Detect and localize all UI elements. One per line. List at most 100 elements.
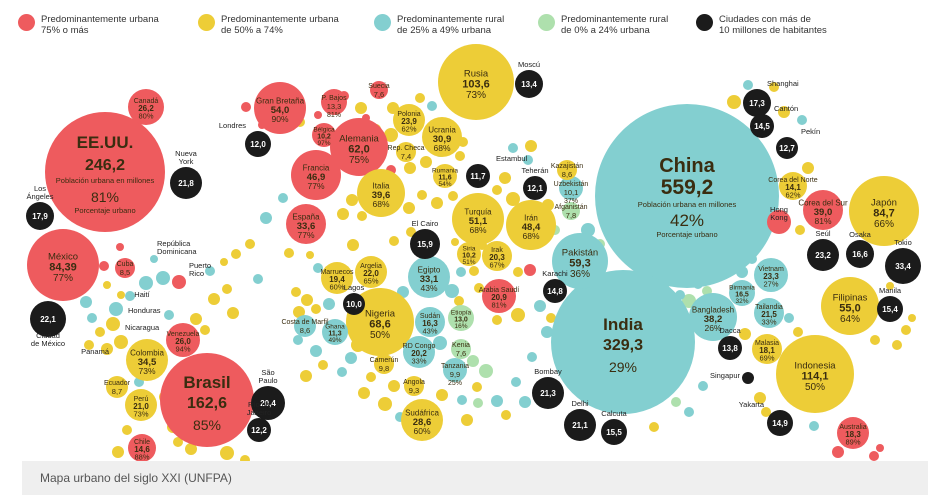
bubble-value-pbajos: 13,3 bbox=[327, 102, 342, 111]
bubble-value-colombia: 34,5 bbox=[138, 357, 157, 368]
bubble-value-iran: 48,4 bbox=[522, 222, 541, 233]
bubble-name-prico: Rico bbox=[189, 269, 204, 278]
bubble-value-rusia: 103,6 bbox=[462, 79, 490, 91]
bubble-pct-argelia: 65% bbox=[363, 277, 378, 286]
legend-label: Predominantemente rural de 25% a 49% urb… bbox=[397, 14, 505, 36]
bubble-name-irak: Irak bbox=[491, 247, 503, 254]
bubble-value-teheran: 12,1 bbox=[527, 184, 543, 193]
bubble-brasil bbox=[160, 353, 254, 447]
bubble-china bbox=[595, 104, 779, 288]
bubble-nyork bbox=[170, 167, 202, 199]
filler-bubble bbox=[314, 111, 322, 119]
bubble-afganistan bbox=[562, 202, 580, 220]
bubble-value-corenorte: 14,1 bbox=[785, 183, 801, 192]
bubble-pct-corenorte: 62% bbox=[785, 191, 800, 200]
bubble-value-marruecos: 19,4 bbox=[329, 275, 345, 284]
bubble-sudan bbox=[415, 307, 445, 337]
bubble-moscu bbox=[515, 70, 543, 98]
bubble-pct-filipinas: 64% bbox=[840, 314, 860, 325]
bubble-birmania bbox=[729, 280, 755, 306]
filler-bubble bbox=[451, 238, 459, 246]
bubble-name-riojaneiro: Janeiro bbox=[247, 408, 272, 417]
legend: Predominantemente urbana 75% o más Predom… bbox=[18, 14, 938, 46]
bubble-japon bbox=[849, 176, 919, 246]
filler-bubble bbox=[546, 313, 556, 323]
filler-bubble bbox=[220, 446, 234, 460]
bubble-name-marruecos: Marruecos bbox=[320, 269, 354, 276]
bubble-honduras bbox=[109, 302, 123, 316]
bubble-value-nyork: 21,8 bbox=[178, 179, 194, 188]
filler-bubble bbox=[474, 283, 484, 293]
filler-bubble bbox=[220, 258, 228, 266]
bubble-name-tanzania: Tanzania bbox=[441, 363, 469, 370]
bubble-pct-vietnam: 27% bbox=[763, 280, 778, 289]
bubble-name-siria: Siria bbox=[462, 246, 475, 253]
bubble-name-lagos: Lagos bbox=[344, 283, 365, 292]
filler-bubble bbox=[80, 296, 92, 308]
bubble-value-karachi: 14,8 bbox=[547, 287, 563, 296]
bubble-osaka bbox=[846, 240, 874, 268]
bubble-name-dacca: Dacca bbox=[719, 326, 741, 335]
bubble-hongkong bbox=[767, 210, 791, 234]
bubble-egipto bbox=[408, 256, 450, 298]
bubble-iran bbox=[506, 200, 556, 250]
bubble-name-angola: Angola bbox=[403, 379, 425, 386]
bubble-indonesia bbox=[776, 335, 854, 413]
filler-bubble bbox=[727, 95, 741, 109]
filler-bubble bbox=[323, 298, 335, 310]
filler-bubble bbox=[311, 304, 321, 314]
bubble-name-rdcongo: RD Congo bbox=[403, 343, 436, 350]
filler-bubble bbox=[417, 190, 427, 200]
bubble-pct-rumania: 54% bbox=[438, 181, 451, 188]
bubble-india bbox=[551, 270, 695, 414]
bubble-value-filipinas: 55,0 bbox=[839, 303, 860, 315]
bubble-vietnam bbox=[754, 258, 788, 292]
bubble-name-prico: Puerto bbox=[189, 261, 211, 270]
filler-bubble bbox=[431, 197, 443, 209]
bubble-losangeles bbox=[26, 202, 54, 230]
bubble-cuba bbox=[115, 258, 135, 278]
bubble-value-sudan: 16,3 bbox=[422, 319, 438, 328]
filler-bubble bbox=[769, 82, 779, 92]
bubble-name-alemania: Alemania bbox=[339, 134, 379, 145]
bubble-name-rusia: Rusia bbox=[464, 69, 489, 80]
bubble-arabia bbox=[482, 279, 516, 313]
bubble-value-belgica: 10,2 bbox=[317, 134, 331, 141]
bubble-name-londres: Londres bbox=[219, 121, 246, 130]
bubble-sub1-eeuu: Población urbana en millones bbox=[56, 176, 155, 185]
filler-bubble bbox=[519, 396, 531, 408]
filler-bubble bbox=[306, 251, 314, 259]
filler-bubble bbox=[525, 140, 537, 152]
filler-bubble bbox=[809, 421, 819, 431]
bubble-pct-japon: 66% bbox=[874, 219, 894, 230]
bubble-pct-uzbekistan: 37% bbox=[564, 198, 578, 205]
bubble-uzbekistan bbox=[559, 176, 583, 200]
bubble-name-ucrania: Ucrania bbox=[428, 125, 456, 134]
bubble-name-suecia: Suecia bbox=[368, 83, 390, 90]
bubble-tanzania bbox=[443, 358, 467, 382]
bubble-pct-ghana: 49% bbox=[328, 337, 341, 344]
bubble-pct-indonesia: 50% bbox=[805, 382, 825, 393]
bubble-name-pekin: Pekín bbox=[801, 127, 820, 136]
bubble-camerun bbox=[374, 354, 394, 374]
bubble-kenia bbox=[451, 339, 471, 359]
filler-bubble bbox=[455, 151, 465, 161]
bubble-marruecos bbox=[321, 262, 353, 294]
bubble-cdmexico bbox=[30, 301, 66, 337]
filler-bubble bbox=[778, 106, 790, 118]
bubble-name-filipinas: Filipinas bbox=[833, 293, 868, 304]
bubble-etiopia bbox=[448, 305, 474, 331]
bubble-name-kenia: Kenia bbox=[452, 342, 470, 349]
bubble-name-bangladesh: Bangladesh bbox=[692, 305, 734, 314]
bubble-yakarta bbox=[767, 410, 793, 436]
bubble-name-brasil: Brasil bbox=[183, 373, 230, 392]
legend-swatch bbox=[538, 14, 555, 31]
bubble-pct-alemania: 75% bbox=[349, 155, 369, 166]
bubble-name-sudan: Sudán bbox=[420, 313, 440, 320]
filler-bubble bbox=[784, 313, 794, 323]
bubble-value-venezuela: 26,0 bbox=[175, 337, 191, 346]
bubble-value-rumania: 11,6 bbox=[438, 175, 451, 182]
bubble-name-ecuador: Ecuador bbox=[104, 380, 131, 387]
bubble-name-osaka: Osaka bbox=[849, 230, 872, 239]
filler-bubble bbox=[473, 398, 483, 408]
